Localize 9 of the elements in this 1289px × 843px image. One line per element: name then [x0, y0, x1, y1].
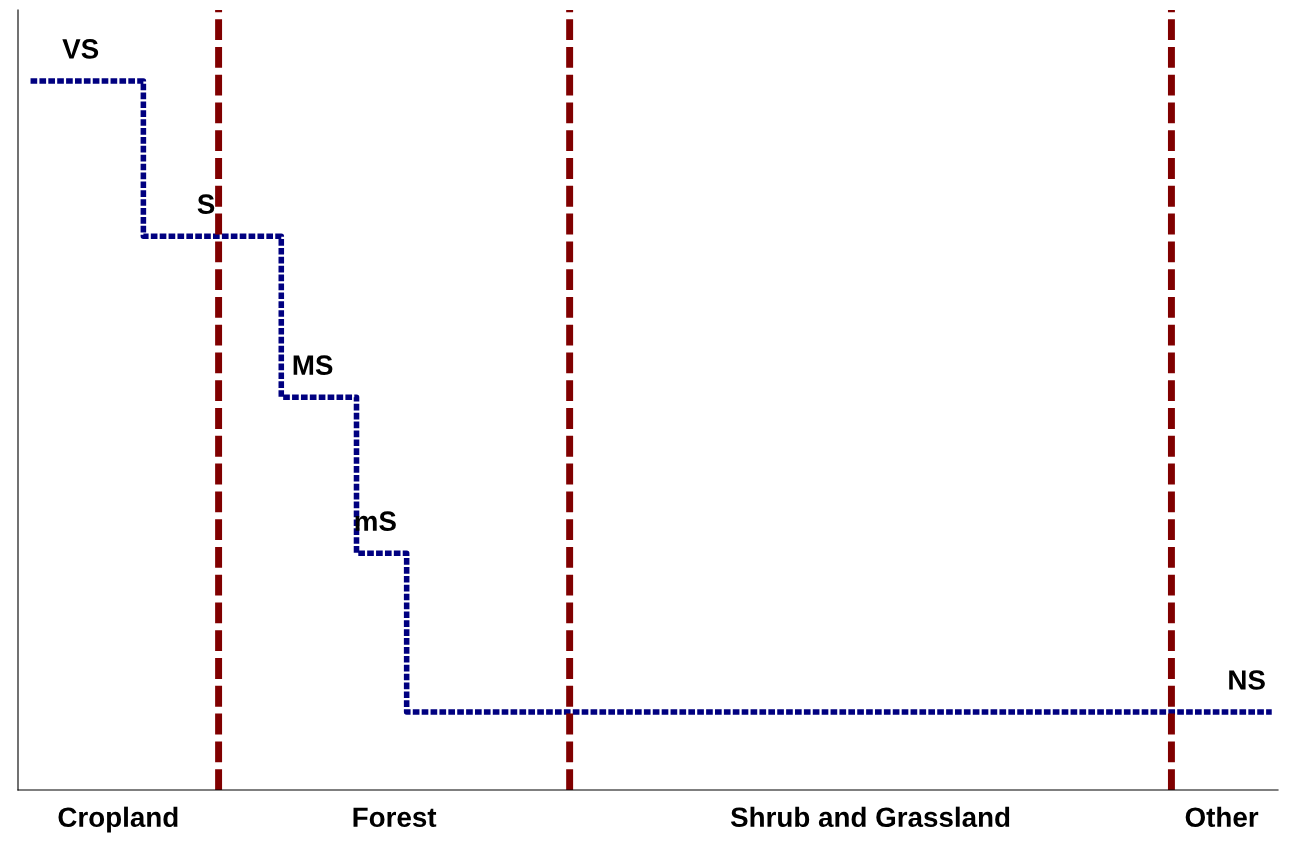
annotation: S	[197, 194, 215, 215]
x-tick-label: Shrub and Grassland	[730, 806, 1010, 828]
annotation: MS	[293, 355, 333, 376]
x-tick-label: Cropland	[58, 806, 178, 833]
annotation: VS	[62, 39, 99, 59]
x-tick-label: Other	[1185, 806, 1259, 828]
annotation: mS	[355, 511, 396, 532]
x-tick-label: Forest	[353, 807, 437, 828]
annotation: NS	[1229, 670, 1265, 690]
